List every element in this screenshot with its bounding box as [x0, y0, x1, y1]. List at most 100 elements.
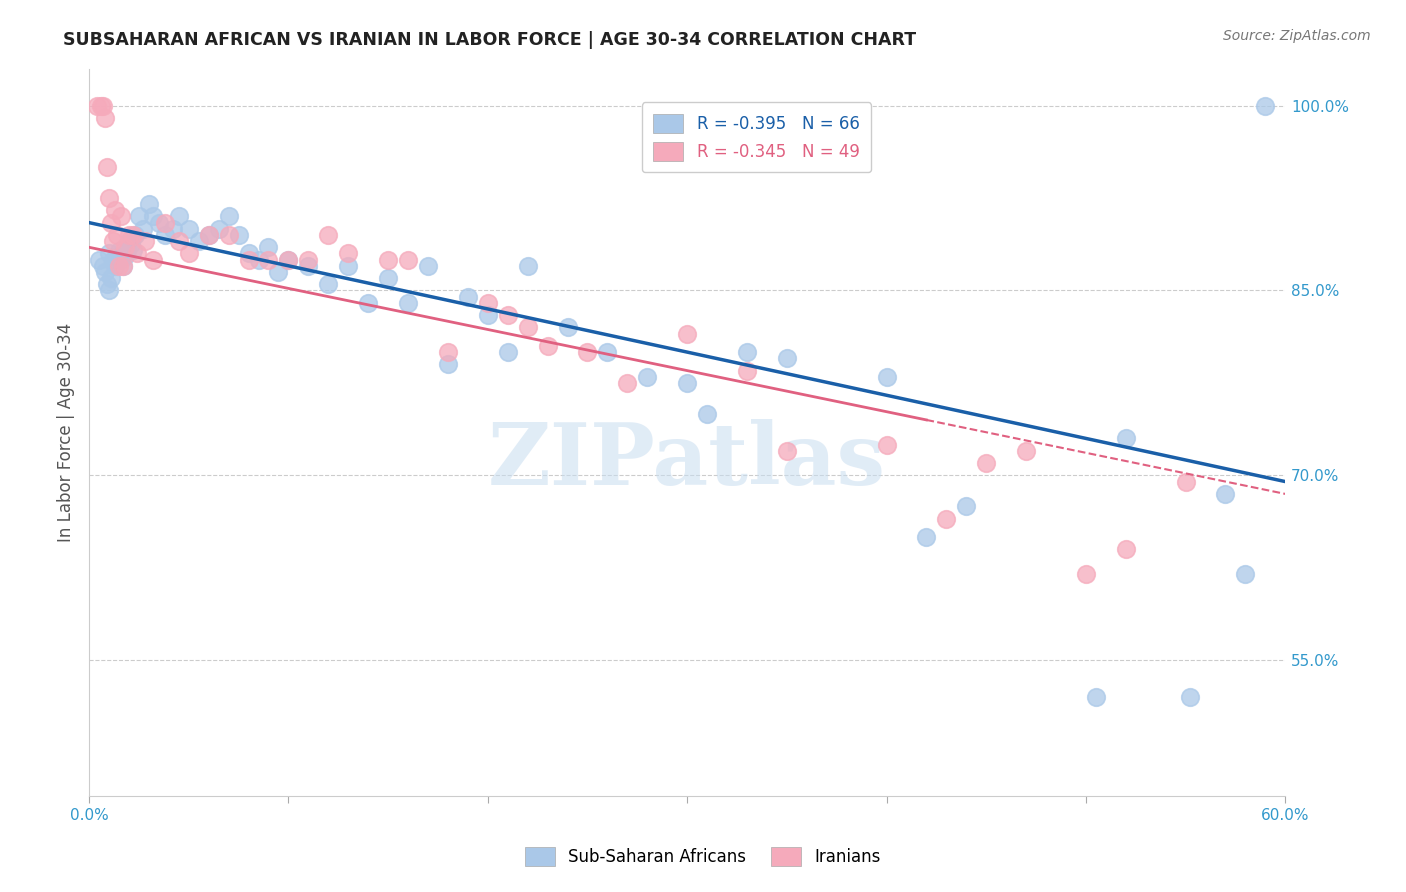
Point — [94, 265, 117, 279]
Point — [162, 222, 184, 236]
Point — [396, 252, 419, 267]
Point — [125, 246, 148, 260]
Point — [153, 227, 176, 242]
Point — [91, 98, 114, 112]
Point — [1234, 567, 1257, 582]
Point — [576, 345, 599, 359]
Point — [735, 363, 758, 377]
Point — [915, 530, 938, 544]
Point — [197, 227, 219, 242]
Point — [1174, 475, 1197, 489]
Point — [1115, 431, 1137, 445]
Point — [396, 295, 419, 310]
Point — [218, 210, 240, 224]
Point — [132, 222, 155, 236]
Point — [297, 259, 319, 273]
Y-axis label: In Labor Force | Age 30-34: In Labor Force | Age 30-34 — [58, 323, 75, 541]
Point — [218, 227, 240, 242]
Point — [104, 203, 127, 218]
Text: SUBSAHARAN AFRICAN VS IRANIAN IN LABOR FORCE | AGE 30-34 CORRELATION CHART: SUBSAHARAN AFRICAN VS IRANIAN IN LABOR F… — [63, 31, 917, 49]
Point — [676, 326, 699, 341]
Point — [337, 246, 360, 260]
Point — [238, 246, 260, 260]
Point — [437, 358, 460, 372]
Point — [238, 252, 260, 267]
Point — [257, 252, 280, 267]
Point — [496, 345, 519, 359]
Point — [108, 259, 131, 273]
Point — [557, 320, 579, 334]
Point — [776, 443, 799, 458]
Point — [124, 227, 146, 242]
Point — [90, 98, 112, 112]
Point — [247, 252, 270, 267]
Point — [114, 249, 136, 263]
Point — [357, 295, 380, 310]
Point — [128, 210, 150, 224]
Point — [377, 252, 399, 267]
Point — [96, 277, 118, 292]
Point — [208, 222, 231, 236]
Point — [111, 259, 134, 273]
Point — [94, 111, 117, 125]
Point — [1015, 443, 1038, 458]
Text: ZIPatlas: ZIPatlas — [488, 419, 886, 503]
Point — [120, 236, 142, 251]
Point — [257, 240, 280, 254]
Point — [616, 376, 638, 390]
Point — [437, 345, 460, 359]
Point — [1084, 690, 1107, 705]
Point — [297, 252, 319, 267]
Point — [122, 243, 145, 257]
Point — [377, 271, 399, 285]
Point — [100, 216, 122, 230]
Point — [98, 284, 121, 298]
Point — [1254, 98, 1277, 112]
Point — [110, 252, 132, 267]
Point — [138, 197, 160, 211]
Point — [318, 277, 340, 292]
Point — [974, 456, 997, 470]
Point — [477, 308, 499, 322]
Point — [955, 500, 977, 514]
Point — [516, 259, 538, 273]
Point — [108, 244, 131, 258]
Point — [735, 345, 758, 359]
Point — [98, 246, 121, 260]
Point — [596, 345, 619, 359]
Point — [776, 351, 799, 366]
Point — [118, 227, 141, 242]
Point — [104, 259, 127, 273]
Point — [105, 227, 128, 242]
Point — [277, 252, 299, 267]
Point — [122, 227, 145, 242]
Point — [496, 308, 519, 322]
Point — [457, 290, 479, 304]
Point — [337, 259, 360, 273]
Text: Source: ZipAtlas.com: Source: ZipAtlas.com — [1223, 29, 1371, 43]
Point — [416, 259, 439, 273]
Point — [167, 234, 190, 248]
Legend: R = -0.395   N = 66, R = -0.345   N = 49: R = -0.395 N = 66, R = -0.345 N = 49 — [641, 103, 872, 172]
Point — [101, 252, 124, 267]
Point — [516, 320, 538, 334]
Point — [318, 227, 340, 242]
Point — [1178, 690, 1201, 705]
Point — [536, 339, 558, 353]
Point — [118, 234, 141, 248]
Point — [100, 271, 122, 285]
Point — [177, 222, 200, 236]
Point — [91, 259, 114, 273]
Point — [148, 216, 170, 230]
Point — [86, 98, 108, 112]
Point — [115, 244, 138, 258]
Point — [197, 227, 219, 242]
Point — [228, 227, 250, 242]
Point — [696, 407, 718, 421]
Point — [477, 295, 499, 310]
Point — [134, 234, 156, 248]
Point — [111, 259, 134, 273]
Point — [87, 252, 110, 267]
Point — [676, 376, 699, 390]
Point — [876, 369, 898, 384]
